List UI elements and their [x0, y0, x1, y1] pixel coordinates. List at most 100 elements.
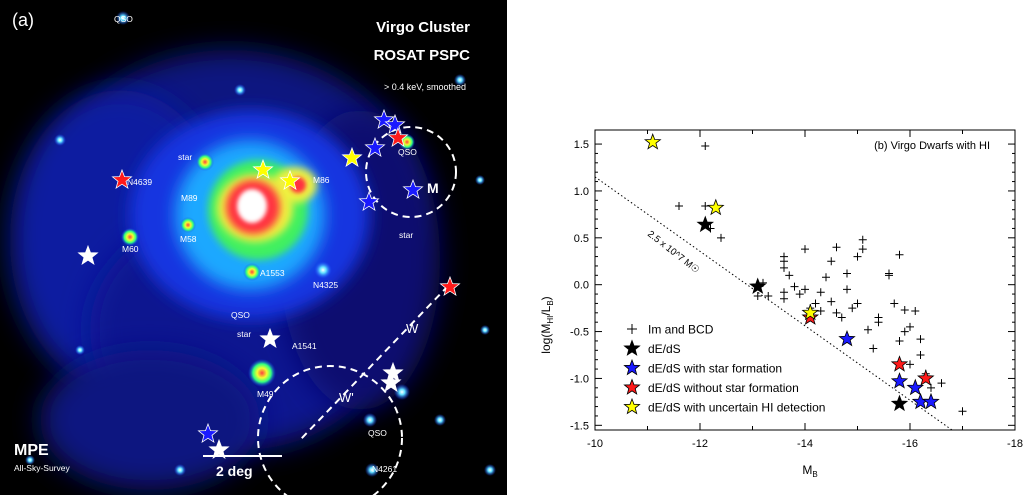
- im-bcd-point: [874, 313, 883, 322]
- im-bcd-point: [848, 304, 857, 313]
- dwarf-markers: [77, 108, 461, 460]
- im-bcd-point: [795, 290, 804, 299]
- dwarf-star-point: [922, 392, 940, 410]
- white-star-icon: [208, 438, 230, 460]
- m49-label: M49: [257, 389, 274, 399]
- im-bcd-point: [701, 141, 710, 150]
- dwarf-star-point: [696, 215, 715, 233]
- im-bcd-point: [801, 285, 809, 294]
- panel-tag: (a): [12, 10, 34, 30]
- yellow-star-icon: [252, 158, 274, 180]
- region-outlines: [257, 126, 457, 495]
- a1553-label: A1553: [260, 268, 285, 278]
- blue-star-icon: [358, 190, 380, 212]
- im-bcd-point: [675, 201, 683, 210]
- w-prime-label: W': [339, 390, 354, 405]
- survey-label: All-Sky-Survey: [14, 463, 70, 473]
- a1541-label: A1541: [292, 341, 317, 351]
- im-bcd-point: [858, 235, 867, 244]
- white-star-icon: [380, 371, 402, 393]
- star-label: star: [178, 152, 192, 162]
- im-bcd-point: [916, 335, 925, 344]
- legend-marker: [623, 378, 641, 395]
- im-bcd-point: [911, 306, 920, 315]
- white-star-icon: [77, 244, 99, 266]
- star-label: star: [237, 329, 251, 339]
- im-bcd-point: [832, 243, 841, 252]
- x-tick-label: -10: [587, 438, 603, 450]
- scatter-chart: -10 -12 -14 -16 -18-1.5-1.0-0.50.00.51.01.5 …: [539, 129, 1023, 479]
- im-bcd-point: [764, 291, 773, 300]
- y-tick-label: -1.5: [570, 420, 589, 432]
- im-bcd-point: [906, 322, 914, 331]
- m60-label: M60: [122, 244, 139, 254]
- title-line-3: > 0.4 keV, smoothed: [384, 82, 466, 92]
- blue-star-icon: [364, 136, 386, 158]
- im-bcd-point: [816, 288, 825, 297]
- dwarf-star-point: [906, 378, 924, 396]
- blue-star-icon: [373, 108, 395, 130]
- im-bcd-point: [827, 257, 836, 266]
- im-bcd-point: [780, 263, 788, 272]
- blue-star-icon: [197, 422, 219, 444]
- yellow-star-icon: [341, 146, 363, 168]
- legend-label: dE/dS without star formation: [648, 381, 799, 395]
- im-bcd-point: [864, 325, 872, 334]
- chart-annotation: (b) Virgo Dwarfs with HI: [874, 140, 990, 152]
- im-bcd-point: [843, 285, 851, 294]
- y-tick-label: 0.5: [574, 233, 589, 245]
- qso-label: QSO: [114, 14, 133, 24]
- n4261-label: N4261: [372, 464, 397, 474]
- y-tick-label: 0.0: [574, 280, 589, 292]
- im-bcd-point: [837, 313, 846, 322]
- y-tick-label: 1.5: [574, 139, 589, 151]
- n4325-label: N4325: [313, 280, 338, 290]
- x-axis-label: MB: [802, 463, 817, 479]
- im-bcd-point: [900, 306, 909, 314]
- dwarf-star-point: [917, 369, 935, 386]
- im-bcd-point: [843, 269, 851, 278]
- x-tick-label: -18: [1007, 438, 1023, 450]
- blue-star-icon: [384, 113, 406, 135]
- im-bcd-point: [780, 294, 788, 303]
- dwarf-star-point: [643, 133, 662, 150]
- w-label: W: [406, 321, 419, 336]
- m58-label: M58: [180, 234, 197, 244]
- im-bcd-point: [853, 252, 862, 261]
- im-bcd-point: [895, 250, 904, 259]
- qso-label: QSO: [398, 147, 417, 157]
- star-label: star: [399, 230, 413, 240]
- m89-label: M89: [181, 193, 198, 203]
- reference-line: [594, 176, 953, 431]
- red-star-icon: [387, 126, 409, 148]
- red-star-icon: [111, 168, 133, 190]
- qso-label: QSO: [368, 428, 387, 438]
- white-star-icon: [259, 327, 281, 349]
- im-bcd-point: [785, 271, 794, 280]
- im-bcd-point: [753, 291, 762, 300]
- y-tick-label: -1.0: [570, 373, 589, 385]
- im-bcd-point: [801, 245, 809, 254]
- im-bcd-point: [858, 245, 867, 254]
- im-bcd-point: [937, 379, 946, 388]
- dwarf-star-point: [890, 372, 909, 389]
- n4639-label: N4639: [127, 177, 152, 187]
- dwarf-star-point: [707, 198, 725, 216]
- y-axis-label: log(MHI/LB): [539, 296, 555, 353]
- region-m-circle: [365, 126, 457, 218]
- dwarf-star-point: [890, 355, 909, 372]
- y-tick-label: 1.0: [574, 186, 589, 198]
- im-bcd-point: [811, 299, 820, 308]
- m86-label: M86: [313, 175, 330, 185]
- labels: (a) Virgo Cluster ROSAT PSPC > 0.4 keV, …: [12, 10, 470, 479]
- x-tick-label: -16: [902, 438, 918, 450]
- xray-image: (a) Virgo Cluster ROSAT PSPC > 0.4 keV, …: [10, 10, 496, 495]
- diffuse-emission: [10, 11, 496, 490]
- im-bcd-point: [717, 233, 725, 242]
- im-bcd-point: [816, 306, 825, 315]
- im-bcd-point: [890, 299, 899, 308]
- legend-label: dE/dS: [648, 342, 681, 356]
- im-bcd-point: [916, 351, 925, 359]
- legend-marker: [623, 358, 641, 376]
- im-bcd-point: [885, 271, 893, 280]
